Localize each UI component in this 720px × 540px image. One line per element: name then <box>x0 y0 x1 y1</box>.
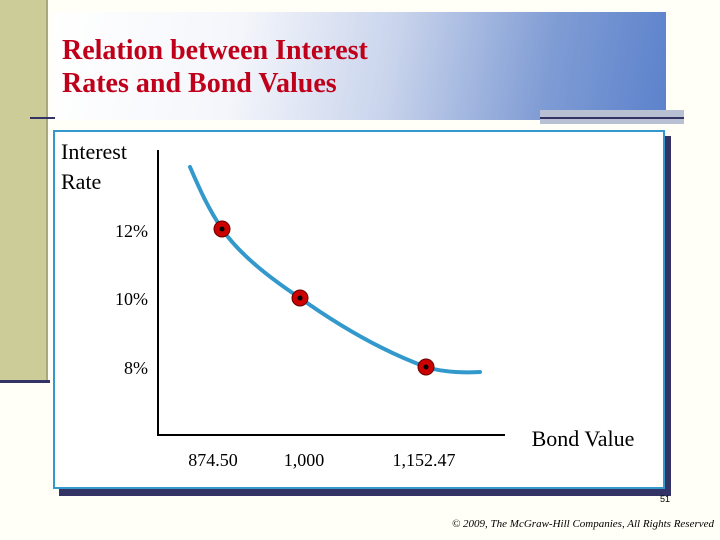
x-tick-label: 1,152.47 <box>393 450 456 470</box>
data-point-center <box>423 364 429 370</box>
slide-title: Relation between Interest Rates and Bond… <box>62 34 422 100</box>
page-number: 51 <box>660 494 671 504</box>
title-rule-right <box>540 117 684 119</box>
left-decor-strip <box>0 0 48 382</box>
y-tick-label: 10% <box>115 289 148 309</box>
slide-title-text: Relation between Interest Rates and Bond… <box>62 35 368 99</box>
left-decor-rule <box>0 380 50 383</box>
x-tick-label: 874.50 <box>188 450 238 470</box>
y-axis-label-line-1: Interest <box>61 139 127 164</box>
x-tick-label: 1,000 <box>284 450 325 470</box>
title-banner <box>54 12 666 120</box>
data-point-center <box>219 226 225 232</box>
data-point-center <box>297 295 303 301</box>
y-tick-label: 12% <box>115 221 148 241</box>
y-tick-label: 8% <box>124 358 148 378</box>
data-markers <box>213 220 435 376</box>
plot-frame <box>53 130 665 489</box>
y-axis-label-line-2: Rate <box>61 169 101 194</box>
copyright-notice: © 2009, The McGraw-Hill Companies, All R… <box>451 518 714 530</box>
rate-value-curve <box>188 165 482 375</box>
x-axis-label: Bond Value <box>532 426 635 451</box>
title-rule-left <box>30 117 55 119</box>
